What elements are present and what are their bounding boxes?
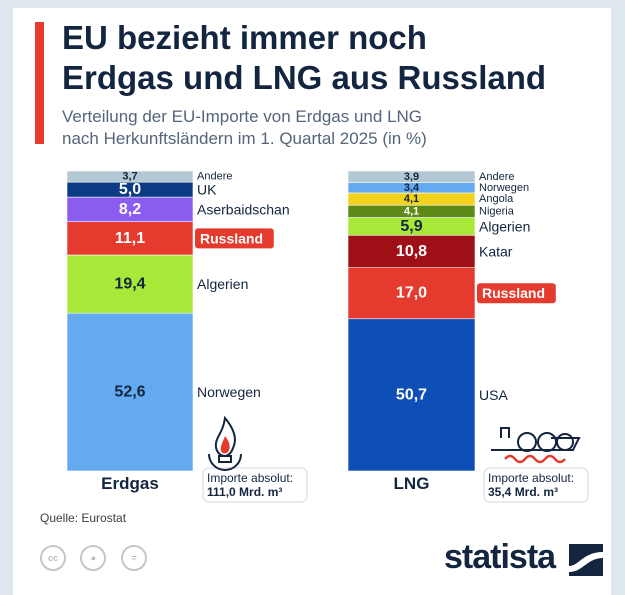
legend-label-0-andere: Andere <box>197 171 232 183</box>
data-label-0-norwegen: 52,6 <box>114 384 145 401</box>
legend-label-1-russland: Russland <box>482 285 545 301</box>
data-label-1-angola: 4,1 <box>404 193 419 205</box>
data-label-0-algerien: 19,4 <box>114 276 145 293</box>
lng-ship-icon <box>491 427 581 464</box>
import-note-line1-0: Importe absolut: <box>207 471 293 485</box>
import-note-line2-0: 111,0 Mrd. m³ <box>207 485 282 499</box>
chart-title: EU bezieht immer noch Erdgas und LNG aus… <box>62 18 602 98</box>
legend-label-1-angola: Angola <box>479 193 514 205</box>
data-label-0-russland: 11,1 <box>115 230 145 247</box>
bar-segment-1-usa <box>347 318 476 472</box>
data-label-0-aserbaidschan: 8,2 <box>119 201 141 218</box>
data-label-1-katar: 10,8 <box>396 243 427 260</box>
legend-label-0-uk: UK <box>197 182 217 198</box>
legend-label-0-russland: Russland <box>200 230 263 246</box>
highlight-badge-1 <box>477 283 556 304</box>
title-line-2: Erdgas und LNG aus Russland <box>62 59 547 96</box>
title-line-1: EU bezieht immer noch <box>62 19 427 56</box>
highlight-badge-0 <box>195 228 274 249</box>
import-note-box-1 <box>483 467 589 503</box>
category-label-1: LNG <box>394 474 430 493</box>
data-label-1-algerien: 5,9 <box>400 218 422 235</box>
data-label-1-norwegen: 3,4 <box>404 182 420 194</box>
data-label-1-andere: 3,9 <box>404 171 419 183</box>
statista-logo[interactable]: statista <box>444 538 556 576</box>
bar-segment-0-aserbaidschan <box>66 196 194 223</box>
legend-label-0-norwegen: Norwegen <box>197 384 261 400</box>
bars-layer: 52,6 Norwegen 19,4 Algerien 11,1 Russland 8,2 A… <box>66 170 589 503</box>
statista-logo-icon <box>569 544 603 576</box>
legend-label-1-nigeria: Nigeria <box>479 205 515 217</box>
legend-label-0-algerien: Algerien <box>197 276 248 292</box>
source-note: Quelle: Eurostat <box>40 511 127 525</box>
legend-label-1-algerien: Algerien <box>479 218 530 234</box>
flame-icon <box>208 415 242 471</box>
data-label-1-russland: 17,0 <box>396 285 427 302</box>
data-label-0-andere: 3,7 <box>122 171 137 183</box>
import-note-line1-1: Importe absolut: <box>488 471 574 485</box>
legend-label-1-katar: Katar <box>479 243 513 259</box>
legend-label-1-usa: USA <box>479 387 508 403</box>
import-note-box-0 <box>202 467 308 503</box>
data-label-0-uk: 5,0 <box>119 181 141 198</box>
person-icon[interactable]: ● <box>80 545 107 571</box>
bar-segment-0-norwegen <box>66 312 194 472</box>
cc-icon[interactable]: cc <box>40 545 66 571</box>
legend-label-1-norwegen: Norwegen <box>479 182 529 194</box>
title-accent-bar <box>35 22 44 144</box>
chart-subtitle: Verteilung der EU-Importe von Erdgas und… <box>62 106 602 150</box>
bar-segment-1-russland <box>347 267 476 320</box>
bar-segment-1-katar <box>347 234 476 268</box>
equals-icon[interactable]: = <box>120 545 147 571</box>
category-label-0: Erdgas <box>101 474 159 493</box>
legend-label-1-andere: Andere <box>479 171 514 183</box>
data-label-1-nigeria: 4,1 <box>404 205 419 217</box>
bar-segment-0-russland <box>66 221 194 256</box>
bar-segment-0-algerien <box>66 254 194 314</box>
bar-segment-0-andere <box>66 170 194 183</box>
subtitle-line-2: nach Herkunftsländern im 1. Quartal 2025… <box>62 129 427 148</box>
subtitle-line-1: Verteilung der EU-Importe von Erdgas und… <box>62 107 423 126</box>
import-note-line2-1: 35,4 Mrd. m³ <box>488 485 558 499</box>
data-label-1-usa: 50,7 <box>396 386 427 403</box>
bar-segment-1-andere <box>347 170 476 184</box>
license-icons: cc ● = <box>40 545 157 571</box>
legend-label-0-aserbaidschan: Aserbaidschan <box>197 201 290 217</box>
